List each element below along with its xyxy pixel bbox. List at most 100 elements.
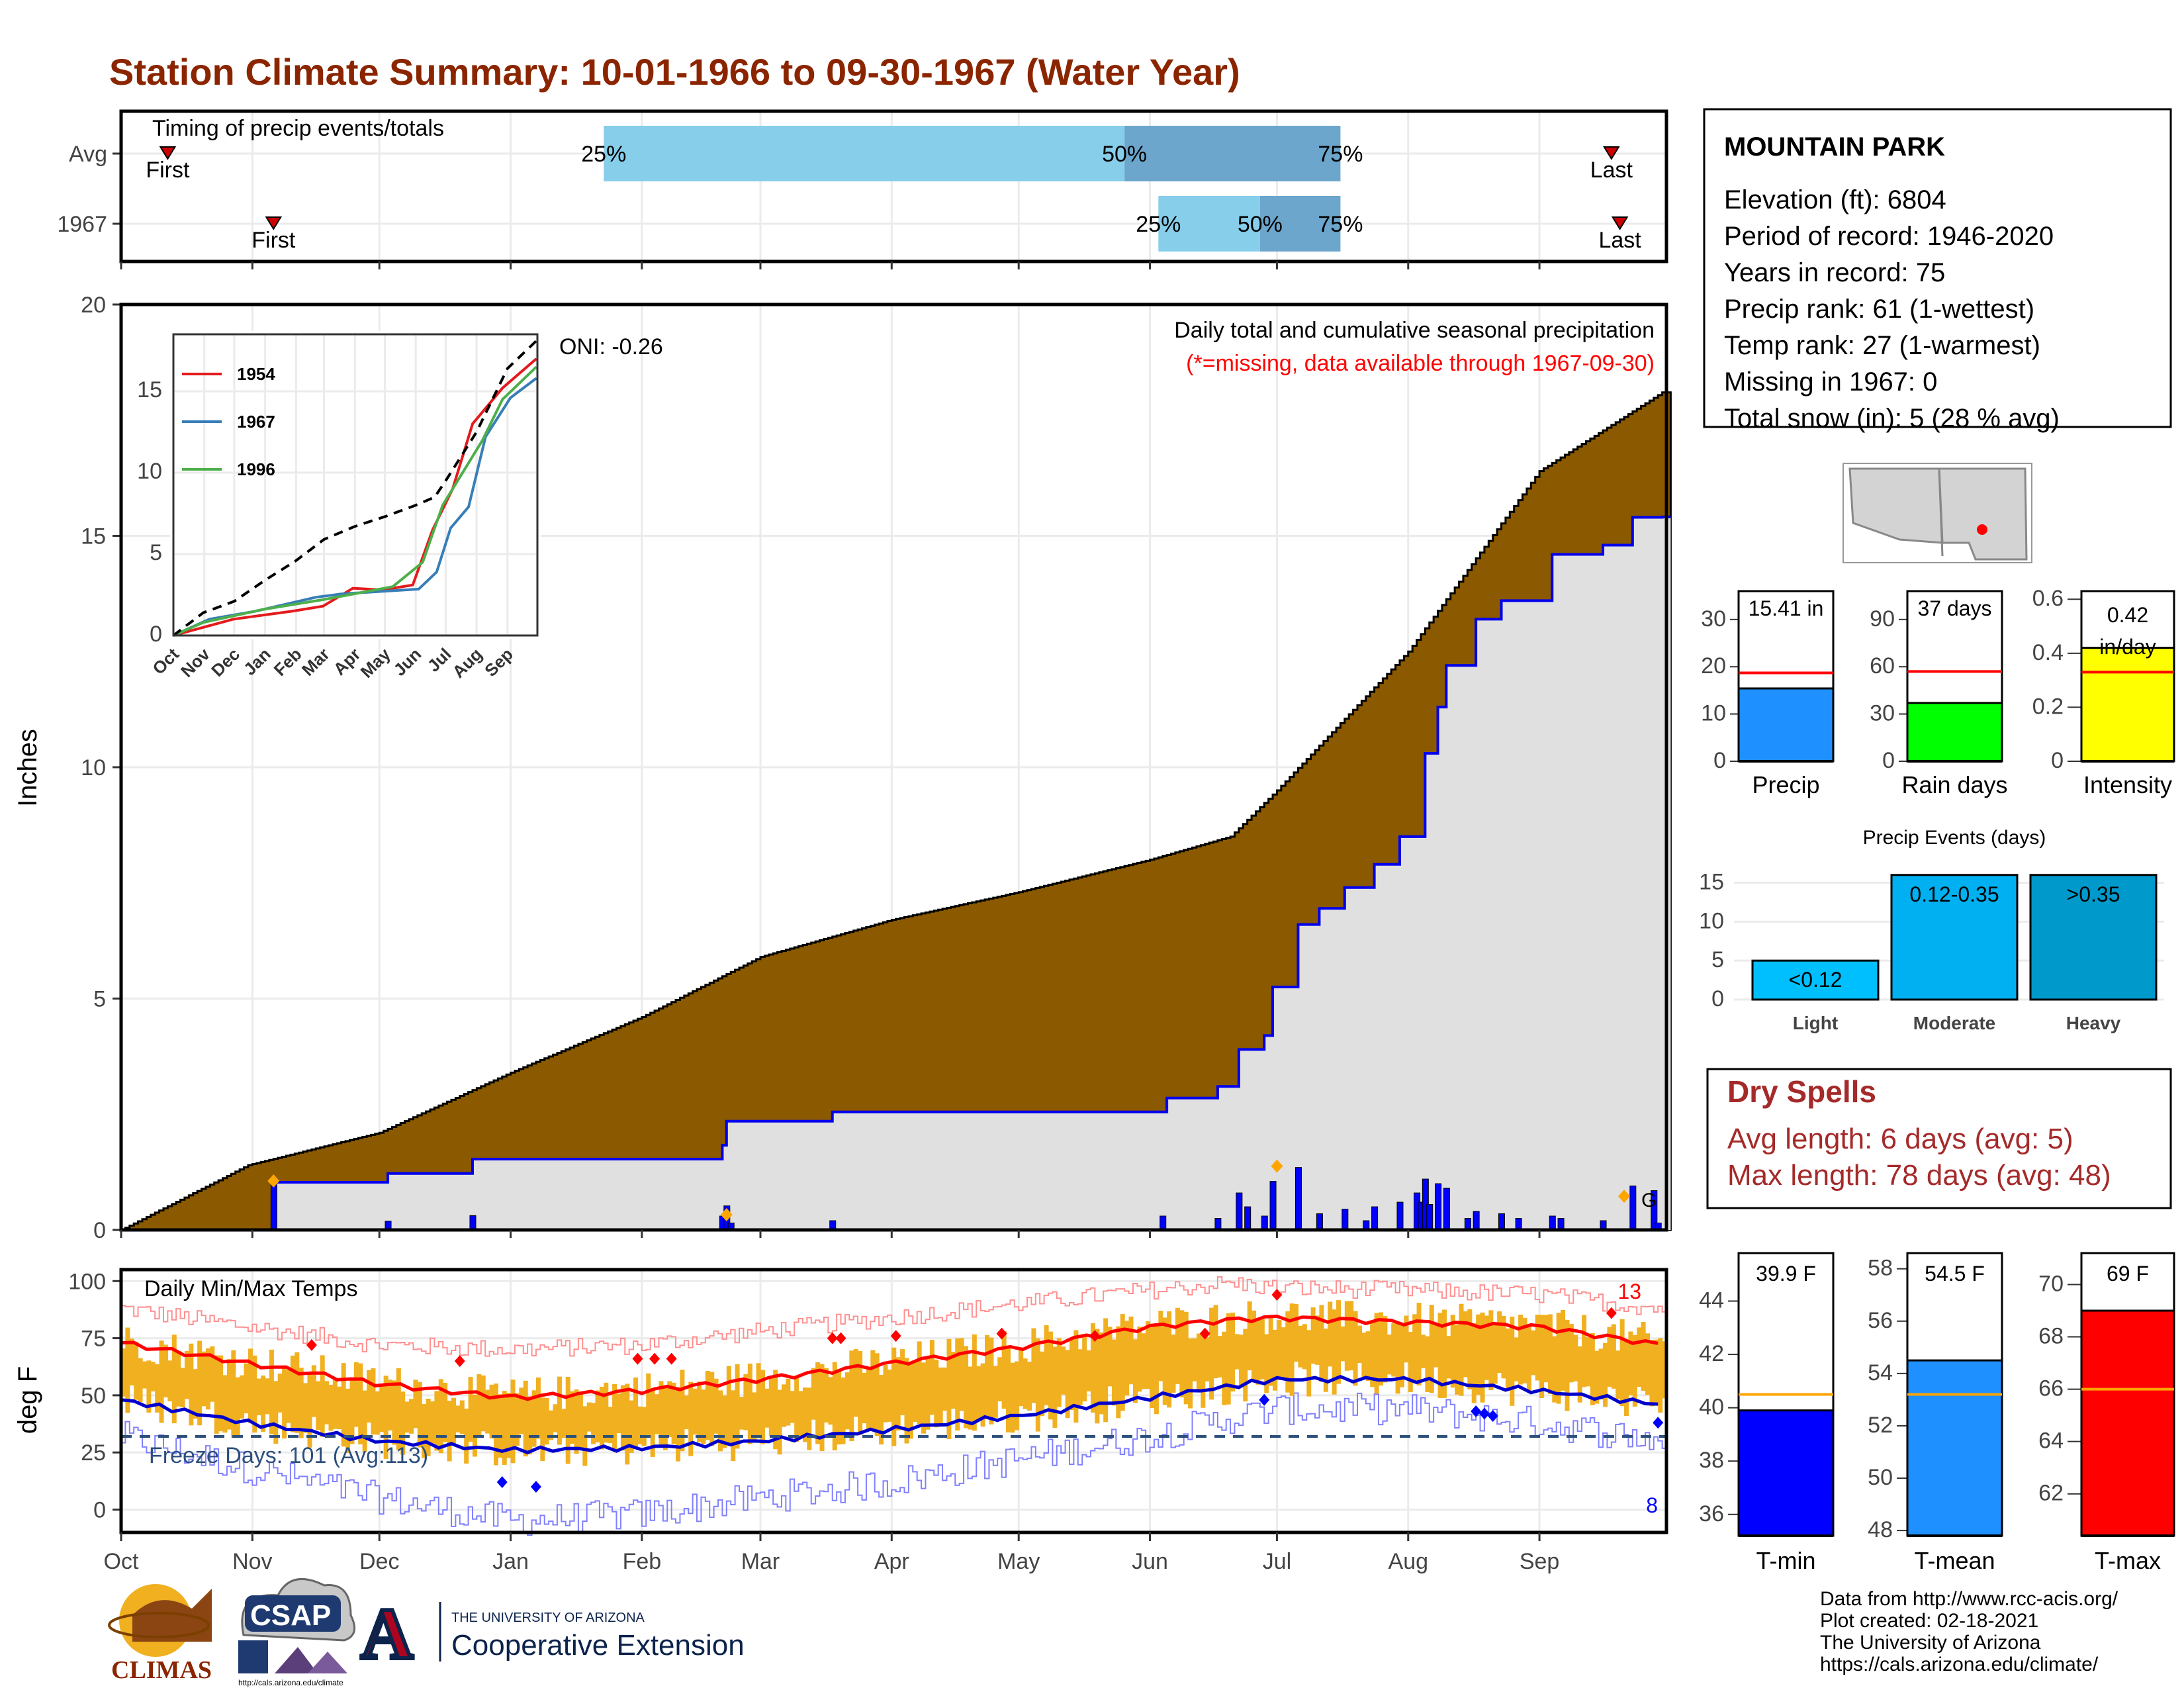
station-line: Total snow (in): 5 (28 % avg) [1724, 404, 2060, 433]
daily-temp-range [950, 1352, 956, 1409]
daily-temp-range [1387, 1335, 1392, 1375]
month-tick-label: Jul [1263, 1549, 1291, 1574]
daily-temp-range [468, 1377, 473, 1442]
daily-temp-range [1582, 1315, 1587, 1387]
temp-frame [119, 1268, 1668, 1534]
daily-temp-range [1480, 1312, 1485, 1403]
daily-temp-range [1310, 1307, 1316, 1364]
daily-temp-range [324, 1381, 330, 1425]
daily-temp-range [1328, 1301, 1333, 1367]
temp-y-tick: 75 [81, 1327, 106, 1352]
month-tick-label: Mar [741, 1549, 780, 1574]
daily-temp-range [1565, 1319, 1570, 1411]
daily-temp-range [1306, 1330, 1312, 1397]
month-tick-label: May [997, 1549, 1040, 1574]
daily-temp-range [1268, 1317, 1273, 1386]
daily-precip-bar [1244, 1206, 1251, 1231]
record-high-marker [1606, 1307, 1617, 1319]
daily-temp-range [231, 1350, 236, 1438]
daily-temp-range [701, 1389, 706, 1444]
daily-temp-range [1086, 1350, 1091, 1391]
season-bar-value-bar [2080, 647, 2175, 763]
daily-temp-range [1412, 1314, 1418, 1381]
daily-temp-range [502, 1391, 507, 1465]
daily-temp-range [731, 1390, 736, 1462]
season-bar-unit: in/day [2099, 635, 2156, 659]
daily-temp-range [367, 1370, 372, 1423]
daily-temp-range [1488, 1310, 1494, 1390]
daily-temp-range [142, 1361, 147, 1389]
season-bar-value-bar [1737, 687, 1835, 763]
daily-temp-range [138, 1358, 143, 1403]
daily-temp-range [1234, 1334, 1240, 1370]
daily-temp-range [637, 1406, 643, 1444]
legend-label: 1954 [237, 364, 275, 384]
temp-bar-y-tick: 40 [1699, 1395, 1724, 1420]
timing-bar-q1 [1158, 196, 1260, 252]
daily-temp-range [1547, 1314, 1553, 1394]
daily-temp-range [1230, 1312, 1236, 1392]
daily-temp-range [125, 1327, 130, 1413]
daily-temp-range [586, 1402, 592, 1432]
daily-temp-range [1658, 1338, 1663, 1413]
record-high-marker [996, 1327, 1007, 1340]
daily-precip-bar [1269, 1181, 1277, 1231]
daily-temp-range [341, 1363, 346, 1447]
daily-temp-range [1573, 1335, 1578, 1382]
season-bar-label: Intensity [2083, 771, 2172, 798]
daily-precip-bar [1426, 1204, 1433, 1231]
daily-temp-range [718, 1390, 723, 1452]
daily-temp-range [1569, 1324, 1574, 1383]
daily-temp-range [1501, 1315, 1506, 1379]
temp-bar-y-tick: 58 [1868, 1256, 1893, 1281]
daily-temp-range [1120, 1314, 1125, 1411]
daily-temp-range [993, 1366, 998, 1418]
event-bar-label: Light [1793, 1013, 1838, 1033]
daily-temp-range [328, 1385, 334, 1431]
logos: CLIMAS CSAP http://cals.arizona.edu/clim… [108, 1577, 745, 1687]
month-tick-label: Aug [1388, 1549, 1429, 1574]
daily-temp-range [1289, 1303, 1295, 1396]
daily-precip-bar [1498, 1213, 1506, 1231]
season-bar-value: 15.41 in [1749, 596, 1824, 620]
inset-cumulative-chart: 051015OctNovDecJanFebMarAprMayJunJulAugS… [137, 331, 541, 682]
daily-temp-range [837, 1369, 842, 1445]
year-cumulative-area [121, 516, 1671, 1230]
daily-temp-range [1590, 1333, 1595, 1405]
daily-temp-range [972, 1334, 977, 1431]
daily-temp-range [129, 1338, 134, 1385]
events-y-tick: 15 [1699, 870, 1724, 895]
month-tick-label: Jun [1132, 1549, 1168, 1574]
temp-bar-label: T-max [2095, 1547, 2161, 1574]
daily-temp-range [565, 1376, 570, 1464]
daily-temp-range [489, 1384, 494, 1438]
temperature-bars: 36 38 40 42 44 39.9 F T-min 48 50 52 54 56 58 54.5 F T… [1699, 1252, 2175, 1574]
daily-temp-range [1052, 1346, 1058, 1428]
daily-temp-range [1205, 1337, 1210, 1382]
daily-temp-range [400, 1391, 406, 1455]
season-bar-y-tick: 10 [1701, 701, 1726, 726]
daily-temp-range [862, 1372, 867, 1424]
daily-temp-range [1247, 1301, 1252, 1371]
daily-temp-range [1031, 1328, 1036, 1403]
daily-temp-range [1433, 1324, 1439, 1368]
daily-temp-range [1598, 1348, 1604, 1400]
daily-temp-range [879, 1375, 884, 1445]
daily-temp-range [1132, 1339, 1138, 1403]
daily-temp-range [1073, 1330, 1079, 1423]
daily-precip-bar [1549, 1215, 1556, 1231]
record-high-marker [1199, 1327, 1210, 1340]
daily-temp-range [134, 1341, 139, 1400]
record-high-marker [827, 1332, 838, 1344]
daily-temp-range [1645, 1333, 1651, 1395]
daily-temp-range [595, 1390, 600, 1442]
last-event-marker [1603, 146, 1620, 160]
legend-label: 1996 [237, 459, 275, 479]
timing-bar-q1 [604, 126, 1125, 181]
avg-min-line [120, 1374, 1659, 1455]
daily-temp-range [1395, 1323, 1400, 1394]
daily-temp-range [1370, 1321, 1375, 1387]
daily-temp-range [1505, 1328, 1510, 1389]
daily-temp-range [1450, 1315, 1455, 1388]
daily-temp-range [891, 1347, 897, 1446]
